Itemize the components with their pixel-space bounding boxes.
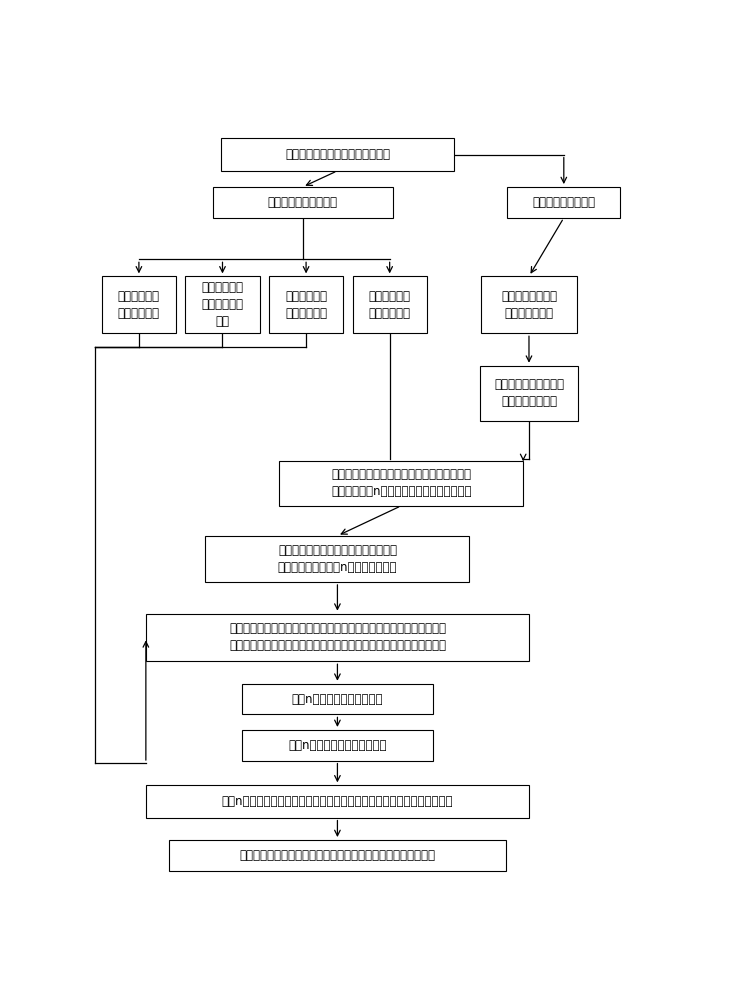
Text: 将目标波的幅值谱和由目标谱得到的近似幅值
谱线性组合得n组初始人工波的傅立叶幅值谱: 将目标波的幅值谱和由目标谱得到的近似幅值 谱线性组合得n组初始人工波的傅立叶幅值…	[331, 468, 472, 498]
Text: 基于不确定性人工
处理得到目标谱: 基于不确定性人工 处理得到目标谱	[501, 290, 557, 320]
Bar	[507, 187, 620, 218]
Bar	[479, 366, 578, 421]
Bar	[269, 276, 343, 333]
Text: 基于目标谱对多条初始人工波进行反应谱迭代计算，直至计算反应谱与
目标谱偏差满足要求，这一过程中以目标波的强度包络线为控制条件。: 基于目标谱对多条初始人工波进行反应谱迭代计算，直至计算反应谱与 目标谱偏差满足要…	[229, 622, 446, 652]
Bar	[146, 614, 529, 661]
Bar	[242, 730, 433, 761]
Bar	[279, 461, 523, 506]
Text: 基于与目标波能量曲线和时程曲线相关性的大小推荐人工地震波: 基于与目标波能量曲线和时程曲线相关性的大小推荐人工地震波	[240, 849, 435, 862]
Text: 按公式计算与目标谱对
应的傅立叶幅值谱: 按公式计算与目标谱对 应的傅立叶幅值谱	[494, 378, 564, 408]
Text: 以初始人工波傅立叶幅值谱、目标波相
位谱为初始条件生成n组初始人工波。: 以初始人工波傅立叶幅值谱、目标波相 位谱为初始条件生成n组初始人工波。	[278, 544, 397, 574]
Bar	[146, 785, 529, 818]
Text: 计算目标波的
能量分布曲线: 计算目标波的 能量分布曲线	[118, 290, 160, 320]
Bar	[353, 276, 427, 333]
Bar	[185, 276, 260, 333]
Text: 计算目标波的
傅立叶幅值谱: 计算目标波的 傅立叶幅值谱	[369, 290, 410, 320]
Text: 计算目标波的反应谱: 计算目标波的反应谱	[533, 196, 595, 209]
Text: 比较n条待选波与目标波的能量曲线间和时程曲线间的相关系数，进行优选: 比较n条待选波与目标波的能量曲线间和时程曲线间的相关系数，进行优选	[222, 795, 453, 808]
Bar	[102, 276, 176, 333]
Text: 求得n条待选人工波时程曲线: 求得n条待选人工波时程曲线	[291, 693, 383, 706]
Bar	[213, 187, 392, 218]
Bar	[169, 840, 506, 871]
Text: 分析目标波的波形特征: 分析目标波的波形特征	[267, 196, 338, 209]
Text: 计算目标波的
傅立叶相位谱: 计算目标波的 傅立叶相位谱	[285, 290, 327, 320]
Bar	[205, 536, 470, 582]
Text: 选定楼层动力响应时程作为目标波: 选定楼层动力响应时程作为目标波	[285, 148, 390, 161]
Text: 计算目标波的
绝对值强度包
络线: 计算目标波的 绝对值强度包 络线	[201, 281, 243, 328]
Bar	[222, 138, 453, 171]
Bar	[242, 684, 433, 714]
Text: 计算n条待选人工波的能量曲线: 计算n条待选人工波的能量曲线	[288, 739, 386, 752]
Bar	[481, 276, 577, 333]
